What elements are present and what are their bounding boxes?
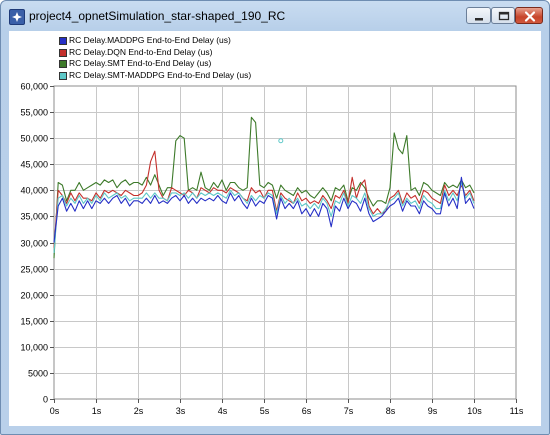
x-tick-label: 8s: [386, 406, 396, 416]
series-line-1: [53, 176, 475, 243]
x-tick-label: 4s: [218, 406, 228, 416]
opnet-app-icon[interactable]: [9, 9, 25, 25]
x-tick-label: 9s: [428, 406, 438, 416]
y-tick-label: 35,000: [20, 212, 48, 222]
x-tick-label: 1s: [92, 406, 102, 416]
chart-panel: 0 5000 10,000 15,000 20,000 25,000 30,000 35,00…: [9, 31, 541, 426]
minimize-icon: [475, 18, 483, 21]
x-tick-label: 3s: [176, 406, 186, 416]
x-tick-label: 11s: [510, 406, 524, 416]
y-tick-label: 5000: [28, 369, 48, 379]
legend-label: RC Delay.SMT End-to-End Delay (us): [69, 58, 212, 68]
plot-area: [53, 85, 517, 400]
close-button[interactable]: [515, 7, 543, 24]
close-icon: [524, 11, 536, 22]
y-tick-label: 30,000: [20, 239, 48, 249]
legend-swatch: [59, 60, 67, 68]
maximize-button[interactable]: [491, 7, 515, 24]
legend-label: RC Delay.DQN End-to-End Delay (us): [69, 46, 213, 57]
y-tick-label: 50,000: [20, 134, 48, 144]
y-tick-label: 45,000: [20, 160, 48, 170]
window-title: project4_opnetSimulation_star-shaped_190…: [29, 9, 286, 23]
y-tick-label: 55,000: [20, 108, 48, 118]
series-line-3: [53, 116, 475, 259]
legend-swatch: [59, 71, 67, 80]
title-bar[interactable]: project4_opnetSimulation_star-shaped_190…: [1, 1, 549, 31]
x-tick-label: 7s: [344, 406, 354, 416]
legend-swatch: [59, 37, 67, 45]
legend-label: RC Delay.SMT-MADDPG End-to-End Delay (us…: [69, 69, 252, 80]
minimize-button[interactable]: [466, 7, 491, 24]
y-tick-label: 15,000: [20, 317, 48, 327]
y-tick-label: 0: [43, 395, 48, 405]
legend-swatch: [59, 48, 67, 57]
x-tick-label: 6s: [302, 406, 312, 416]
y-tick-label: 60,000: [20, 82, 48, 92]
delay-line-chart: 0 5000 10,000 15,000 20,000 25,000 30,000 35,00…: [20, 82, 524, 417]
maximize-icon: [498, 11, 510, 21]
y-tick-label: 25,000: [20, 265, 48, 275]
y-tick-label: 20,000: [20, 291, 48, 301]
x-tick-label: 0s: [50, 406, 60, 416]
x-tick-label: 2s: [134, 406, 144, 416]
series-line-4: [53, 181, 475, 253]
legend-label: RC Delay.MADDPG End-to-End Delay (us): [69, 35, 231, 45]
x-tick-label: 10s: [467, 406, 482, 416]
x-tick-label: 5s: [260, 406, 270, 416]
y-tick-label: 10,000: [20, 343, 48, 353]
data-marker: [278, 138, 284, 144]
y-tick-label: 40,000: [20, 186, 48, 196]
